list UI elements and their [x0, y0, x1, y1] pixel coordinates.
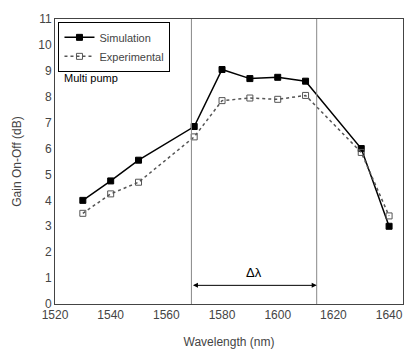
svg-text:5: 5: [45, 168, 52, 182]
svg-text:1: 1: [45, 271, 52, 285]
svg-text:1600: 1600: [264, 308, 291, 322]
svg-text:9: 9: [45, 64, 52, 78]
svg-text:Wavelength (nm): Wavelength (nm): [184, 335, 275, 349]
svg-text:1640: 1640: [376, 308, 403, 322]
svg-text:1620: 1620: [320, 308, 347, 322]
svg-text:Multi pump: Multi pump: [64, 72, 118, 84]
svg-text:1580: 1580: [209, 308, 236, 322]
svg-text:8: 8: [45, 90, 52, 104]
svg-text:0: 0: [45, 297, 52, 311]
svg-text:Experimental: Experimental: [99, 51, 163, 63]
svg-text:Δλ: Δλ: [246, 265, 262, 280]
svg-text:2: 2: [45, 245, 52, 259]
svg-text:1520: 1520: [42, 308, 69, 322]
svg-text:3: 3: [45, 219, 52, 233]
svg-text:4: 4: [45, 194, 52, 208]
svg-text:Gain On-Off (dB): Gain On-Off (dB): [10, 116, 24, 206]
svg-text:6: 6: [45, 142, 52, 156]
svg-text:1560: 1560: [153, 308, 180, 322]
svg-text:7: 7: [45, 116, 52, 130]
svg-text:10: 10: [38, 38, 52, 52]
svg-text:1540: 1540: [97, 308, 124, 322]
svg-text:11: 11: [39, 12, 52, 26]
svg-text:Simulation: Simulation: [99, 32, 150, 44]
